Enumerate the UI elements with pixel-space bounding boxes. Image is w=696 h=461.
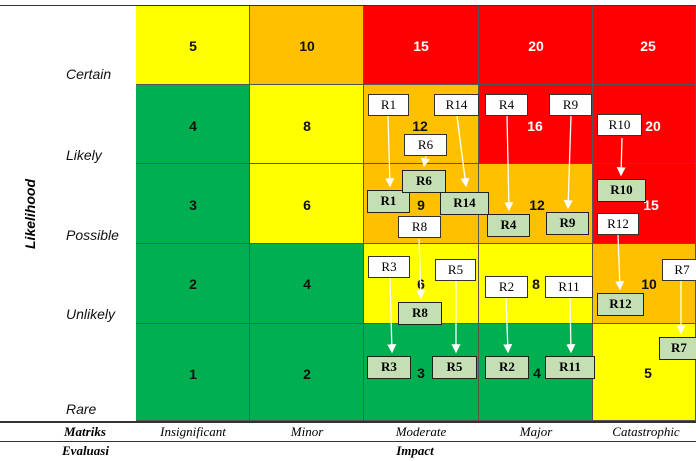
matrix-cell-score: 20 <box>528 38 544 54</box>
risk-callout-r12: R12 <box>597 213 639 235</box>
matrix-cell <box>136 324 250 421</box>
risk-callout-r4: R4 <box>485 94 528 116</box>
matrix-cell-score: 12 <box>412 118 428 134</box>
risk-callout-r7: R7 <box>662 259 696 281</box>
col-label-insignificant: Insignificant <box>160 424 226 439</box>
arrow-r12 <box>615 234 625 291</box>
risk-box-r9: R9 <box>546 212 589 235</box>
matrix-cell-score: 16 <box>527 118 543 134</box>
matrix-cell-score: 15 <box>643 197 659 213</box>
risk-box-r6: R6 <box>402 170 446 193</box>
risk-callout-r1: R1 <box>368 94 409 116</box>
matrix-cell <box>250 85 364 164</box>
risk-box-r1: R1 <box>367 190 410 213</box>
col-label-minor: Minor <box>290 424 324 439</box>
arrow-r6 <box>421 155 430 168</box>
risk-callout-r10: R10 <box>597 114 642 136</box>
arrow-r8 <box>416 238 426 300</box>
footer-evaluasi: Evaluasi <box>62 443 109 458</box>
risk-callout-r3: R3 <box>368 256 410 278</box>
arrow-r1 <box>385 115 395 188</box>
matrix-cell-score: 25 <box>640 38 656 54</box>
arrow-r3 <box>387 277 397 354</box>
matrix-cell-score: 8 <box>532 276 540 292</box>
matrix-cell-score: 12 <box>529 197 545 213</box>
risk-callout-r9: R9 <box>549 94 592 116</box>
risk-box-r12: R12 <box>597 293 644 316</box>
matrix-cell-score: 1 <box>189 366 197 382</box>
risk-box-r11: R11 <box>545 356 595 379</box>
risk-callout-r14: R14 <box>434 94 479 116</box>
arrow-r10 <box>616 137 626 177</box>
row-label-possible: Possible <box>66 227 119 243</box>
matrix-cell-score: 3 <box>417 365 425 381</box>
matrix-cell <box>250 164 364 244</box>
risk-box-r4: R4 <box>487 214 530 237</box>
arrow-r11 <box>566 297 576 354</box>
matrix-cell-score: 15 <box>413 38 429 54</box>
matrix-cell <box>250 244 364 324</box>
risk-box-r7: R7 <box>659 337 696 360</box>
matrix-cell <box>250 324 364 421</box>
matrix-cell <box>136 164 250 244</box>
col-label-moderate: Moderate <box>395 424 447 439</box>
arrow-r14 <box>456 115 470 188</box>
matrix-cell <box>479 6 593 85</box>
matrix-cell-score: 4 <box>189 118 197 134</box>
matrix-cell-score: 10 <box>299 38 315 54</box>
matrix-cell <box>136 85 250 164</box>
matrix-cell <box>136 244 250 324</box>
matrix-cell-score: 10 <box>641 276 657 292</box>
matrix-cell-score: 8 <box>303 118 311 134</box>
risk-box-r5: R5 <box>432 356 477 379</box>
footer-rule <box>0 441 696 442</box>
matrix-cell-score: 9 <box>417 197 425 213</box>
risk-callout-r6: R6 <box>404 134 447 156</box>
row-label-likely: Likely <box>66 147 102 163</box>
matrix-cell-score: 4 <box>303 276 311 292</box>
risk-box-r14: R14 <box>440 192 489 215</box>
risk-callout-r8: R8 <box>398 216 441 238</box>
risk-callout-r2: R2 <box>485 276 528 298</box>
bottom-rule <box>0 421 696 423</box>
row-label-rare: Rare <box>66 401 97 417</box>
row-label-certain: Certain <box>66 66 112 82</box>
arrow-r9 <box>563 115 573 210</box>
risk-box-r3: R3 <box>367 356 411 379</box>
matrix-cell <box>593 164 696 244</box>
row-label-unlikely: Unlikely <box>66 306 116 322</box>
risk-box-r10: R10 <box>597 179 646 202</box>
matrix-cell-score: 6 <box>303 197 311 213</box>
matrix-cell <box>136 6 250 85</box>
matrix-cell-score: 3 <box>189 197 197 213</box>
risk-callout-r11: R11 <box>545 276 593 298</box>
arrow-r2 <box>503 297 513 354</box>
matrix-cell-score: 4 <box>533 365 541 381</box>
risk-box-r8: R8 <box>398 302 442 325</box>
matrix-cell <box>364 6 479 85</box>
risk-callout-r5: R5 <box>435 259 476 281</box>
matrix-cell-score: 20 <box>645 118 661 134</box>
x-axis-title: Impact <box>396 443 434 458</box>
matrix-cell-score: 5 <box>189 38 197 54</box>
col-label-catastrophic: Catastrophic <box>612 424 680 439</box>
matrix-cell <box>250 6 364 85</box>
footer-matriks: Matriks <box>64 424 106 439</box>
top-rule <box>0 5 696 6</box>
matrix-cell-score: 2 <box>303 366 311 382</box>
matrix-cell-score: 2 <box>189 276 197 292</box>
col-label-major: Major <box>519 424 553 439</box>
matrix-cell-score: 5 <box>644 365 652 381</box>
risk-box-r2: R2 <box>485 356 529 379</box>
arrow-r4 <box>504 115 514 212</box>
